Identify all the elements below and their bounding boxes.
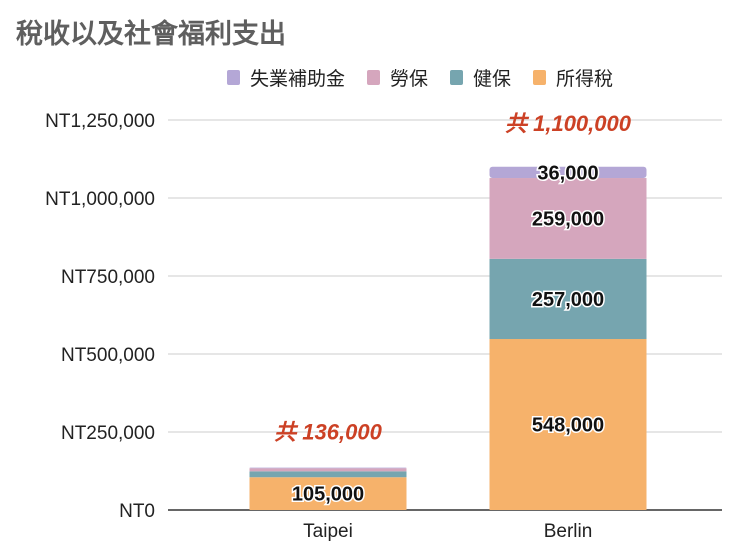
legend-item: 勞保: [366, 64, 428, 91]
data-label: 257,000: [532, 289, 604, 311]
data-label: 36,000: [537, 162, 598, 184]
legend-label: 所得稅: [556, 68, 614, 90]
y-tick-label: NT1,250,000: [45, 111, 155, 132]
y-tick-label: NT250,000: [61, 423, 155, 444]
legend-swatch: [450, 70, 463, 85]
legend-swatch: [533, 70, 547, 85]
legend-item: 健保: [450, 64, 511, 91]
bar-segment: [249, 467, 407, 469]
legend-label: 失業補助金: [249, 68, 345, 90]
bar-segment: [489, 166, 647, 179]
legend-swatch: [366, 70, 380, 85]
total-label: 共 136,000: [274, 420, 382, 445]
legend: 失業補助金 勞保 健保 所得稅: [0, 64, 740, 91]
data-label: 259,000: [532, 208, 604, 230]
bar-segment: [249, 468, 407, 472]
y-tick-label: NT500,000: [61, 345, 155, 366]
bar-segment: [249, 471, 407, 478]
bar-segment: [489, 258, 647, 340]
x-tick-label: Berlin: [544, 521, 593, 542]
data-label: 548,000: [532, 415, 604, 437]
total-label: 共 1,100,000: [505, 111, 632, 136]
chart-title: 稅收以及社會福利支出: [16, 19, 286, 50]
bar-segment: [489, 339, 647, 510]
legend-item: 失業補助金: [226, 64, 345, 91]
data-label: 105,000: [292, 484, 364, 506]
legend-item: 所得稅: [533, 64, 613, 91]
legend-label: 健保: [473, 68, 512, 90]
bar-segment: [249, 477, 407, 510]
y-tick-label: NT1,000,000: [45, 189, 155, 210]
legend-label: 勞保: [389, 68, 428, 90]
x-tick-label: Taipei: [303, 521, 353, 542]
y-tick-label: NT0: [119, 501, 155, 522]
bar-segment: [489, 178, 647, 259]
y-tick-label: NT750,000: [61, 267, 155, 288]
legend-swatch: [226, 70, 240, 85]
